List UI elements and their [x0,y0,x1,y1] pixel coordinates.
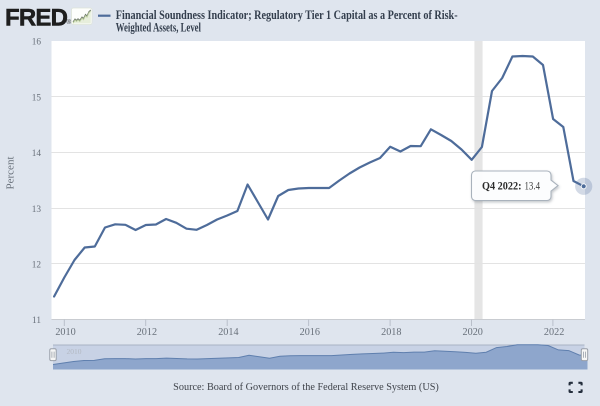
svg-text:Q4 2022:: Q4 2022: [482,181,522,193]
svg-text:2018: 2018 [381,327,401,338]
svg-text:2012: 2012 [137,327,157,338]
svg-text:Weighted Assets, Level: Weighted Assets, Level [116,20,202,34]
svg-text:12: 12 [32,260,42,270]
svg-text:2016: 2016 [300,327,320,338]
svg-text:2020: 2020 [463,327,483,338]
svg-text:Source: Board of Governors of: Source: Board of Governors of the Federa… [173,382,439,393]
svg-text:11: 11 [32,316,41,326]
svg-text:15: 15 [32,93,42,103]
svg-text:®: ® [66,18,71,26]
svg-text:Percent: Percent [5,157,17,190]
svg-text:Financial Soundness Indicator;: Financial Soundness Indicator; Regulator… [116,8,458,22]
svg-text:13.4: 13.4 [525,181,541,193]
svg-text:14: 14 [32,149,42,159]
svg-text:2014: 2014 [218,327,238,338]
svg-text:2010: 2010 [55,327,75,338]
svg-text:13: 13 [32,205,42,215]
svg-text:16: 16 [32,38,42,48]
svg-text:FRED: FRED [5,5,68,32]
svg-text:2022: 2022 [544,327,564,338]
svg-text:2010: 2010 [67,347,82,356]
